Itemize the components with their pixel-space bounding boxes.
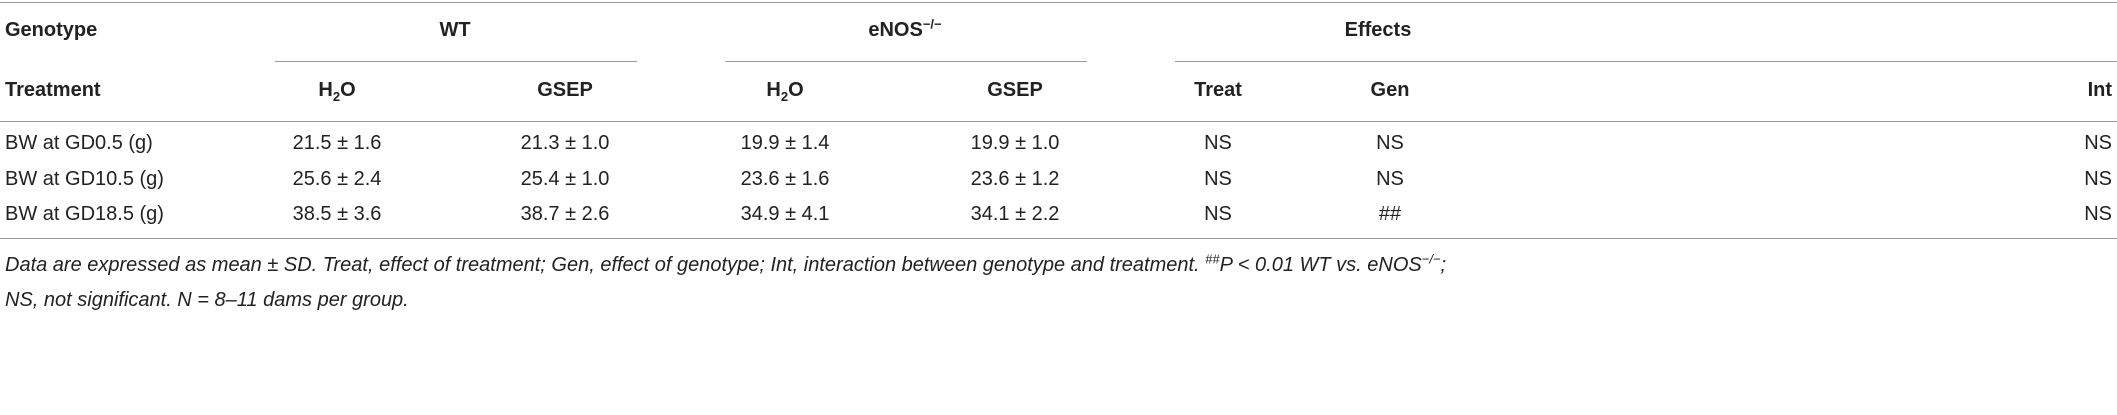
- text-segment: ;: [1440, 254, 1447, 276]
- table-cell: 21.5 ± 1.6: [292, 132, 382, 154]
- text-segment: GSEP: [987, 79, 1043, 101]
- table-cell: 23.6 ± 1.6: [740, 168, 830, 190]
- column-header: GSEP: [987, 78, 1043, 102]
- table-cell: 25.6 ± 2.4: [292, 168, 382, 190]
- table-cell: 23.6 ± 1.2: [970, 168, 1060, 190]
- text-segment: O: [340, 79, 356, 101]
- column-header: H2O: [766, 78, 804, 104]
- group-header: Effects: [1345, 18, 1412, 42]
- table-cell: 34.1 ± 2.2: [970, 203, 1060, 225]
- table-cell: 38.7 ± 2.6: [520, 203, 610, 225]
- text-segment: Treat: [1194, 79, 1242, 101]
- table-cell: NS: [1204, 203, 1232, 225]
- text-segment: Int: [2087, 79, 2112, 101]
- group-rule: [275, 61, 637, 62]
- text-segment: H: [318, 79, 333, 101]
- column-header: Gen: [1371, 78, 1410, 102]
- text-segment: Effects: [1344, 19, 1412, 41]
- text-segment: GSEP: [537, 79, 593, 101]
- table-cell: 19.9 ± 1.0: [970, 132, 1060, 154]
- table-cell: NS: [1376, 168, 1404, 190]
- table-cell: NS: [2084, 168, 2112, 190]
- column-header: Int: [2088, 78, 2112, 102]
- table-cell: 38.5 ± 3.6: [292, 203, 382, 225]
- table-cell: NS: [2084, 132, 2112, 154]
- group-rule: [1175, 61, 2117, 62]
- footnote: Data are expressed as mean ± SD. Treat, …: [5, 251, 1447, 277]
- bottom-rule: [0, 238, 2117, 239]
- row-label: BW at GD0.5 (g): [5, 132, 153, 154]
- column-header: GSEP: [537, 78, 593, 102]
- column-header: H2O: [318, 78, 356, 104]
- text-segment: WT: [439, 19, 471, 41]
- group-header: WT: [439, 18, 470, 42]
- table-cell: 21.3 ± 1.0: [520, 132, 610, 154]
- table-cell: NS: [2084, 203, 2112, 225]
- text-segment: P < 0.01 WT vs. eNOS: [1219, 254, 1422, 276]
- header-rule: [0, 121, 2117, 122]
- text-segment: −/−: [1421, 251, 1441, 267]
- row-label: BW at GD18.5 (g): [5, 203, 164, 225]
- table-cell: NS: [1204, 168, 1232, 190]
- text-segment: 2: [332, 89, 341, 104]
- text-segment: 2: [780, 89, 789, 104]
- group-rule: [725, 61, 1087, 62]
- table-cell: ##: [1378, 203, 1402, 225]
- table-cell: NS: [1376, 132, 1404, 154]
- table-cell: 34.9 ± 4.1: [740, 203, 830, 225]
- table-cell: 19.9 ± 1.4: [740, 132, 830, 154]
- text-segment: O: [788, 79, 804, 101]
- text-segment: NS, not significant. N = 8–11 dams per g…: [5, 289, 409, 311]
- column-header: Treat: [1194, 78, 1242, 102]
- row-label: BW at GD10.5 (g): [5, 168, 164, 190]
- text-segment: ##: [1205, 251, 1220, 267]
- table-cell: 25.4 ± 1.0: [520, 168, 610, 190]
- text-segment: Gen: [1370, 79, 1410, 101]
- table-cell: NS: [1204, 132, 1232, 154]
- text-segment: −/−: [922, 16, 942, 32]
- row-header: Genotype: [5, 19, 98, 41]
- text-segment: Data are expressed as mean ± SD. Treat, …: [5, 254, 1206, 276]
- group-header: eNOS−/−: [868, 16, 942, 42]
- footnote: NS, not significant. N = 8–11 dams per g…: [5, 288, 409, 312]
- top-rule: [0, 2, 2117, 3]
- row-header: Treatment: [5, 79, 101, 101]
- text-segment: H: [766, 79, 781, 101]
- text-segment: eNOS: [868, 19, 923, 41]
